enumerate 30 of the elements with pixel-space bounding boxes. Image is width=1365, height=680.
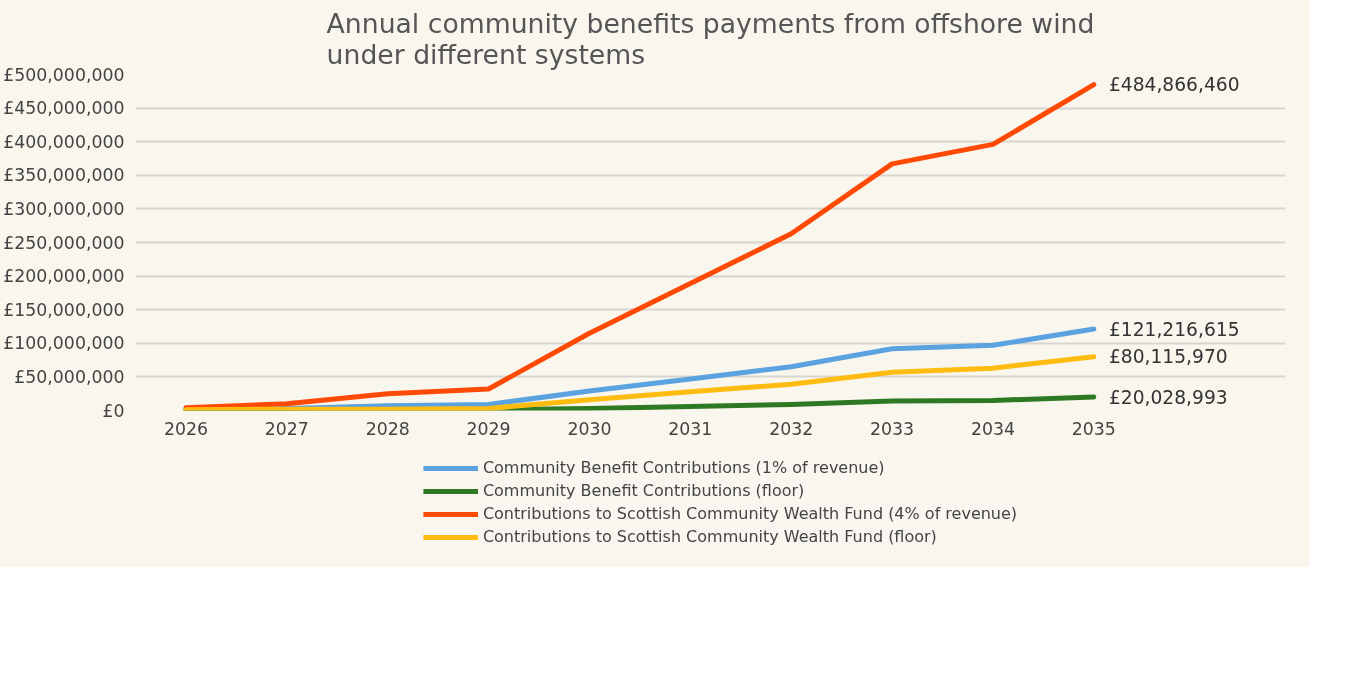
y-tick-label: £0 xyxy=(102,400,125,421)
legend-label: Contributions to Scottish Community Wealth Fund (4% of revenue) xyxy=(482,504,1018,523)
annotation: £121,216,615 xyxy=(1108,318,1240,340)
annotation: £484,866,460 xyxy=(1108,74,1240,96)
y-tick-label: £450,000,000 xyxy=(3,98,125,119)
annotation: £80,115,970 xyxy=(1108,346,1228,368)
x-tick-label: 2028 xyxy=(365,418,410,439)
y-tick-label: £250,000,000 xyxy=(3,232,125,253)
y-tick-label: £500,000,000 xyxy=(3,64,125,85)
x-tick-label: 2034 xyxy=(970,418,1016,439)
y-tick-label: £150,000,000 xyxy=(3,299,125,320)
x-tick-label: 2029 xyxy=(466,418,511,439)
x-tick-label: 2035 xyxy=(1071,418,1116,439)
y-tick-label: £300,000,000 xyxy=(3,198,125,219)
chart-title: Annual community benefits payments from offshore wind under different systems xyxy=(326,7,1095,70)
y-tick-label: £50,000,000 xyxy=(14,366,125,387)
x-tick-label: 2033 xyxy=(870,418,915,439)
legend-label: Community Benefit Contributions (floor) xyxy=(482,481,805,500)
x-tick-label: 2026 xyxy=(163,418,208,439)
y-tick-label: £400,000,000 xyxy=(3,131,125,152)
y-tick-label: £200,000,000 xyxy=(3,266,125,287)
annotation: £20,028,993 xyxy=(1108,386,1228,408)
y-tick-label: £350,000,000 xyxy=(3,165,125,186)
y-tick-label: £100,000,000 xyxy=(3,333,125,354)
legend-label: Community Benefit Contributions (1% of revenue) xyxy=(482,458,885,477)
legend-label: Contributions to Scottish Community Wealth Fund (floor) xyxy=(482,527,937,546)
x-tick-label: 2031 xyxy=(668,418,713,439)
x-tick-label: 2027 xyxy=(264,418,309,439)
x-tick-label: 2032 xyxy=(769,418,814,439)
x-tick-label: 2030 xyxy=(567,418,612,439)
